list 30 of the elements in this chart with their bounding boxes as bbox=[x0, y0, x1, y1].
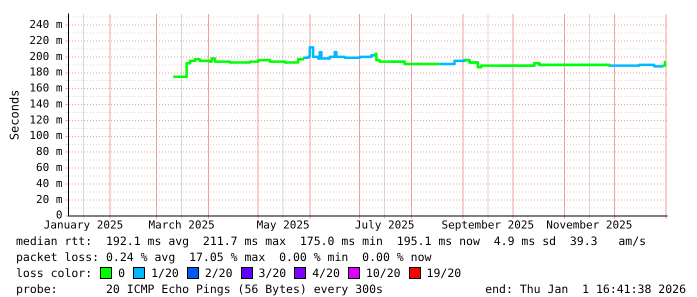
y-tick-label: 220 m bbox=[29, 34, 63, 47]
y-tick-label: 120 m bbox=[29, 113, 63, 126]
y-tick-label: 180 m bbox=[29, 66, 63, 79]
y-axis-title: Seconds bbox=[7, 90, 22, 140]
y-tick-label: 160 m bbox=[29, 82, 63, 95]
legend-label: 1/20 bbox=[151, 265, 179, 281]
x-tick-label: May 2025 bbox=[256, 218, 310, 232]
y-tick-label: 100 m bbox=[29, 129, 63, 142]
y-tick-label: 20 m bbox=[36, 192, 63, 206]
text: end: Thu Jan 1 16:41:38 2026 bbox=[485, 281, 686, 297]
text: probe: 20 ICMP Echo Pings (56 Bytes) every 300s bbox=[16, 281, 383, 297]
y-tick-label: 40 m bbox=[36, 176, 63, 190]
x-tick-label: July 2025 bbox=[354, 218, 414, 232]
x-tick-label: March 2025 bbox=[148, 218, 215, 232]
text: median rtt: 192.1 ms avg 211.7 ms max 175.0 ms min 195.1 ms now 4.9 ms sd 39.3 am/s bbox=[16, 233, 648, 249]
text: packet loss: 0.24 % avg 17.05 % max 0.00 % min 0.00 % now bbox=[16, 249, 432, 265]
y-tick-label: 240 m bbox=[29, 18, 63, 31]
legend-label: 10/20 bbox=[366, 265, 401, 281]
x-tick-label: September 2025 bbox=[441, 218, 534, 232]
legend-label: 3/20 bbox=[258, 265, 286, 281]
legend-title: loss color: bbox=[16, 265, 92, 281]
x-tick-label: November 2025 bbox=[546, 218, 632, 232]
y-tick-label: 140 m bbox=[29, 97, 63, 110]
y-tick-label: 60 m bbox=[36, 160, 63, 174]
y-tick-label: 80 m bbox=[36, 145, 63, 158]
legend-label: 2/20 bbox=[204, 265, 233, 281]
legend-label: 19/20 bbox=[426, 265, 462, 281]
y-tick-label: 200 m bbox=[29, 50, 63, 63]
legend-label: 0 bbox=[118, 265, 126, 281]
legend-label: 4/20 bbox=[312, 265, 340, 281]
